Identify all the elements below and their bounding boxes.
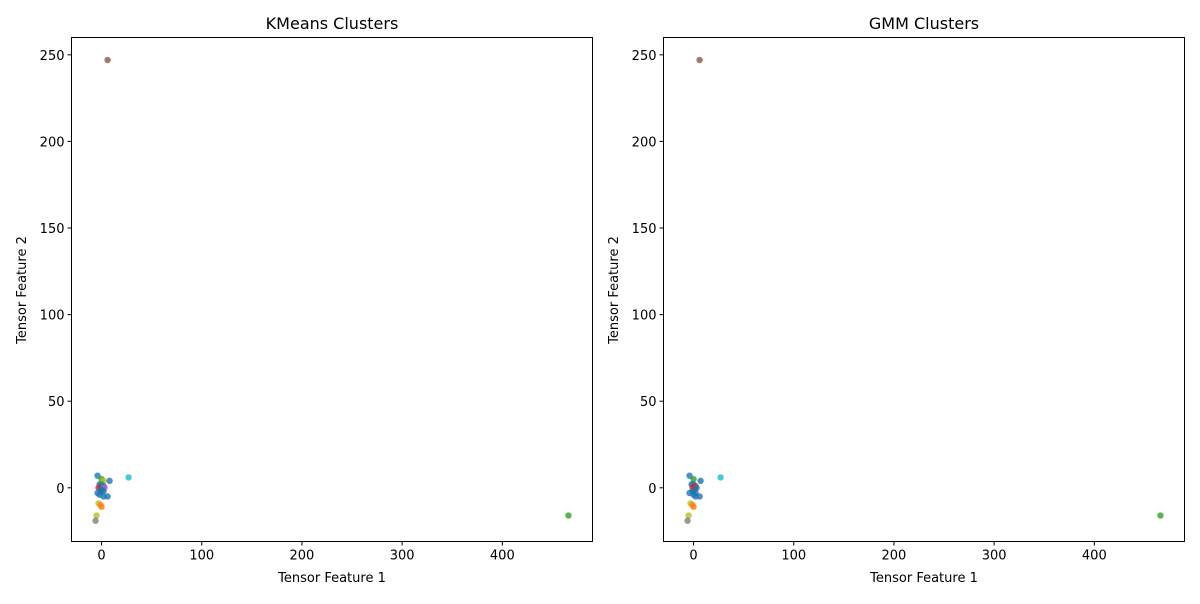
- data-point: [1157, 512, 1164, 519]
- data-point: [717, 474, 724, 481]
- data-point: [98, 503, 105, 511]
- y-tick-label: 150: [40, 222, 65, 237]
- data-point: [696, 493, 703, 500]
- y-axis-label: Tensor Feature 2: [607, 236, 622, 345]
- y-tick-label: 250: [40, 49, 65, 64]
- x-tick-label: 300: [390, 549, 415, 564]
- data-point: [93, 512, 100, 519]
- gmm-panel: GMM Clusters Tensor Feature 1 Tensor Fea…: [607, 14, 1185, 586]
- x-tick-label: 100: [189, 549, 214, 564]
- x-axis-label: Tensor Feature 1: [277, 571, 386, 586]
- x-tick-label: 100: [781, 549, 806, 564]
- kmeans-panel: KMeans Clusters Tensor Feature 1 Tensor …: [15, 14, 593, 586]
- y-tick-label: 0: [56, 482, 64, 497]
- data-point: [565, 512, 572, 519]
- x-tick-label: 0: [689, 549, 697, 564]
- data-point: [104, 56, 111, 64]
- data-point: [684, 517, 691, 524]
- data-point: [685, 512, 692, 519]
- y-tick-label: 200: [40, 135, 65, 150]
- y-tick-label: 50: [48, 395, 65, 410]
- panel-title: KMeans Clusters: [266, 14, 399, 33]
- y-tick-label: 250: [632, 49, 657, 64]
- data-point: [104, 493, 111, 500]
- tick-group: 0 100 200 300 400 0 50 100 150 200 250: [632, 49, 1107, 564]
- y-tick-label: 50: [640, 395, 657, 410]
- plot-frame: [71, 37, 593, 542]
- x-tick-label: 300: [982, 549, 1007, 564]
- x-tick-label: 200: [290, 549, 315, 564]
- point-group: [92, 56, 572, 524]
- y-axis-label: Tensor Feature 2: [15, 236, 30, 345]
- tick-group: 0 100 200 300 400 0 50 100 150 200 250: [40, 49, 515, 564]
- data-point: [690, 475, 697, 483]
- y-tick-label: 150: [632, 222, 657, 237]
- y-tick-label: 0: [648, 482, 656, 497]
- x-tick-label: 400: [490, 549, 515, 564]
- panel-title: GMM Clusters: [869, 14, 979, 33]
- y-tick-label: 100: [632, 309, 657, 324]
- data-point: [690, 503, 697, 511]
- data-point: [106, 477, 113, 485]
- x-axis-label: Tensor Feature 1: [869, 571, 978, 586]
- point-group: [684, 56, 1164, 524]
- data-point: [125, 474, 132, 481]
- data-point: [697, 477, 704, 485]
- data-point: [696, 56, 703, 64]
- y-tick-label: 200: [632, 135, 657, 150]
- plot-frame: [663, 37, 1185, 542]
- x-tick-label: 400: [1082, 549, 1107, 564]
- x-tick-label: 200: [882, 549, 907, 564]
- x-tick-label: 0: [97, 549, 105, 564]
- y-tick-label: 100: [40, 309, 65, 324]
- data-point: [92, 517, 99, 524]
